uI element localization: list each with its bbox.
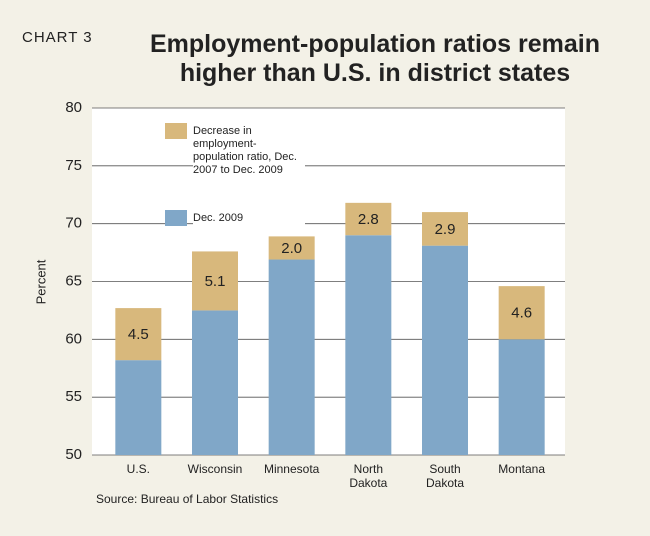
legend-swatch: [165, 210, 187, 226]
x-tick-label: North Dakota: [349, 462, 388, 490]
bar-segment: [498, 286, 545, 340]
bar-segment: [422, 212, 468, 246]
bar-segment: [192, 310, 238, 455]
bar-segment: [268, 236, 315, 260]
y-tick-label: 80: [65, 99, 82, 116]
y-axis-label: Percent: [33, 259, 48, 304]
x-tick-label: Montana: [498, 462, 545, 476]
bar-segment: [345, 235, 392, 455]
x-tick-label: South Dakota: [425, 462, 465, 490]
legend-label: Dec. 2009: [193, 212, 305, 225]
x-tick-label: Wisconsin: [187, 462, 243, 476]
legend-label: Decrease in employment-population ratio,…: [193, 125, 305, 177]
value-label: 4.6: [511, 305, 532, 322]
value-label: 4.5: [128, 326, 149, 343]
y-tick-label: 75: [65, 157, 82, 174]
bar-segment: [268, 259, 315, 455]
value-label: 2.9: [435, 221, 456, 238]
bar-segment: [498, 339, 545, 455]
bar-segment: [422, 245, 468, 455]
bar-segment: [115, 360, 162, 455]
legend-swatch: [165, 123, 187, 139]
source: Source: Bureau of Labor Statistics: [96, 492, 278, 506]
value-label: 5.1: [205, 273, 226, 290]
y-tick-label: 70: [65, 215, 82, 232]
bar-segment: [345, 202, 392, 236]
y-tick-label: 50: [65, 446, 82, 463]
x-tick-label: Minnesota: [263, 462, 320, 476]
x-tick-label: U.S.: [126, 462, 150, 476]
value-label: 2.8: [358, 211, 379, 228]
chart-label: CHART 3: [22, 29, 93, 46]
chart-title: Employment-population ratios remain high…: [149, 30, 601, 87]
y-tick-label: 65: [65, 272, 82, 289]
y-tick-label: 55: [65, 388, 82, 405]
bar-segment: [192, 251, 238, 311]
bar-segment: [115, 308, 162, 361]
value-label: 2.0: [281, 240, 302, 257]
y-tick-label: 60: [65, 330, 82, 347]
